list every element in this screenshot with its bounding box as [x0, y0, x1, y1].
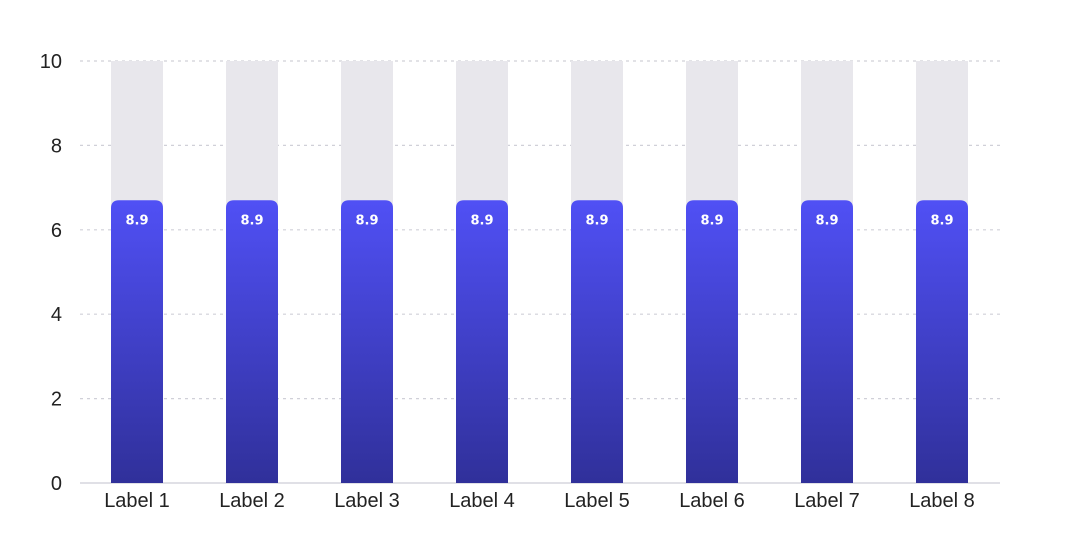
bar-data-label: 8.9	[585, 213, 608, 228]
bar-data-label: 8.9	[240, 213, 263, 228]
bar[interactable]	[341, 200, 393, 483]
x-tick-label: Label 3	[334, 490, 400, 512]
gridlines	[80, 60, 1000, 484]
y-tick-label: 10	[40, 51, 62, 73]
bar[interactable]	[916, 200, 968, 483]
x-tick-label: Label 4	[449, 490, 515, 512]
x-axis: Label 1 Label 2 Label 3 Label 4 Label 5 Label…	[104, 490, 975, 512]
x-tick-label: Label 5	[564, 490, 630, 512]
x-tick-label: Label 2	[219, 490, 285, 512]
bar[interactable]	[226, 200, 278, 483]
bar-data-label: 8.9	[125, 213, 148, 228]
y-tick-label: 6	[51, 220, 62, 242]
bar-data-label: 8.9	[470, 213, 493, 228]
y-tick-label: 4	[51, 304, 62, 326]
bar[interactable]	[456, 200, 508, 483]
x-tick-label: Label 7	[794, 490, 860, 512]
y-axis: 0 2 4 6 8 10	[40, 51, 62, 495]
bar-data-label: 8.9	[700, 213, 723, 228]
bar[interactable]	[686, 200, 738, 483]
bar-data-label: 8.9	[815, 213, 838, 228]
bar[interactable]	[801, 200, 853, 483]
x-tick-label: Label 8	[909, 490, 975, 512]
y-tick-label: 2	[51, 389, 62, 411]
bar-data-label: 8.9	[355, 213, 378, 228]
x-tick-label: Label 1	[104, 490, 170, 512]
data-labels: 8.9 8.9 8.9 8.9 8.9 8.9 8.9 8.9	[125, 213, 953, 228]
bar[interactable]	[571, 200, 623, 483]
y-tick-label: 0	[51, 473, 62, 495]
y-tick-label: 8	[51, 135, 62, 157]
x-tick-label: Label 6	[679, 490, 745, 512]
bars	[111, 200, 968, 483]
bar[interactable]	[111, 200, 163, 483]
bar-data-label: 8.9	[930, 213, 953, 228]
